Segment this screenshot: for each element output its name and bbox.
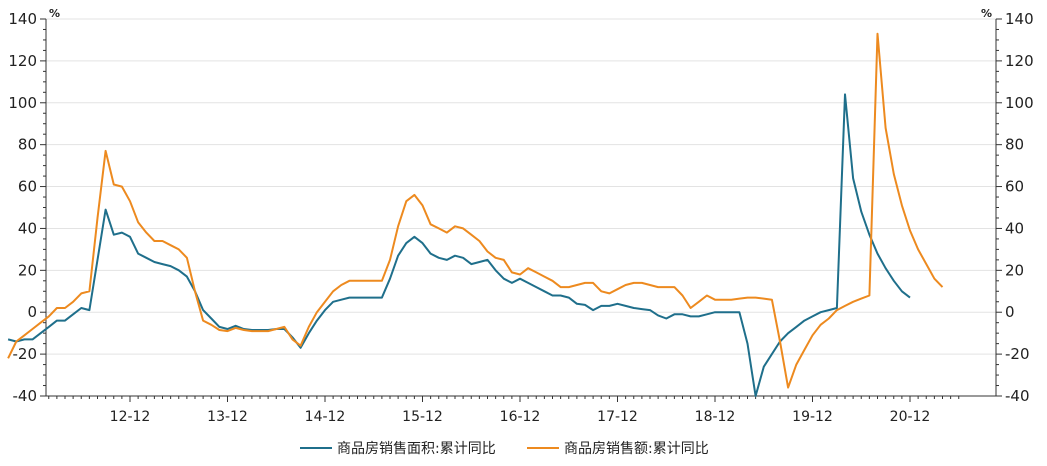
series-line-2	[7, 32, 944, 389]
y-tick-label-left: -20	[13, 345, 38, 363]
x-tick-label: 13-12	[207, 409, 248, 425]
y-tick-label-right: 120	[1005, 52, 1034, 70]
x-tick-label: 17-12	[597, 409, 638, 425]
x-tick-label: 14-12	[305, 409, 346, 425]
x-tick-label: 16-12	[500, 409, 541, 425]
y-tick-label-right: 40	[1005, 219, 1024, 237]
grid-lines	[46, 18, 996, 397]
y-tick-label-right: 60	[1005, 178, 1024, 196]
series-lines	[7, 32, 944, 397]
x-tick-label: 18-12	[695, 409, 736, 425]
legend-label-2: 商品房销售额:累计同比	[564, 441, 709, 457]
left-y-axis: -40 -20 0 20 40 60 80 100 120 140%	[8, 7, 60, 405]
y-tick-label-left: 0	[27, 303, 37, 321]
y-tick-label-right: 100	[1005, 94, 1034, 112]
y-tick-label-left: 40	[18, 219, 37, 237]
x-tick-label: 15-12	[402, 409, 443, 425]
legend-label-1: 商品房销售面积:累计同比	[337, 441, 496, 457]
y-tick-label-right: -40	[1005, 387, 1030, 405]
left-unit-label: %	[49, 7, 60, 20]
legend: 商品房销售面积:累计同比 商品房销售额:累计同比	[300, 441, 709, 457]
right-y-axis: -40 -20 0 20 40 60 80 100 120 140%	[981, 7, 1034, 405]
y-tick-label-right: 0	[1005, 303, 1015, 321]
y-tick-label-right: 80	[1005, 136, 1024, 154]
x-tick-label: 20-12	[890, 409, 931, 425]
y-tick-label-left: -40	[13, 387, 38, 405]
y-tick-label-left: 80	[18, 136, 37, 154]
y-tick-label-left: 100	[8, 94, 37, 112]
x-tick-label: 12-12	[110, 409, 151, 425]
y-tick-label-left: 60	[18, 178, 37, 196]
series-line-1	[7, 93, 911, 397]
y-tick-label-left: 120	[8, 52, 37, 70]
y-tick-label-left: 20	[18, 261, 37, 279]
y-tick-label-left: 140	[8, 10, 37, 28]
x-axis: 12-12 13-12 14-12 15-12 16-12 17-12 18-12 19-12…	[48, 396, 960, 425]
axes	[40, 18, 1002, 397]
right-unit-label: %	[981, 7, 992, 20]
y-tick-label-right: 140	[1005, 10, 1034, 28]
y-tick-label-right: -20	[1005, 345, 1030, 363]
y-tick-label-right: 20	[1005, 261, 1024, 279]
x-tick-label: 19-12	[792, 409, 833, 425]
